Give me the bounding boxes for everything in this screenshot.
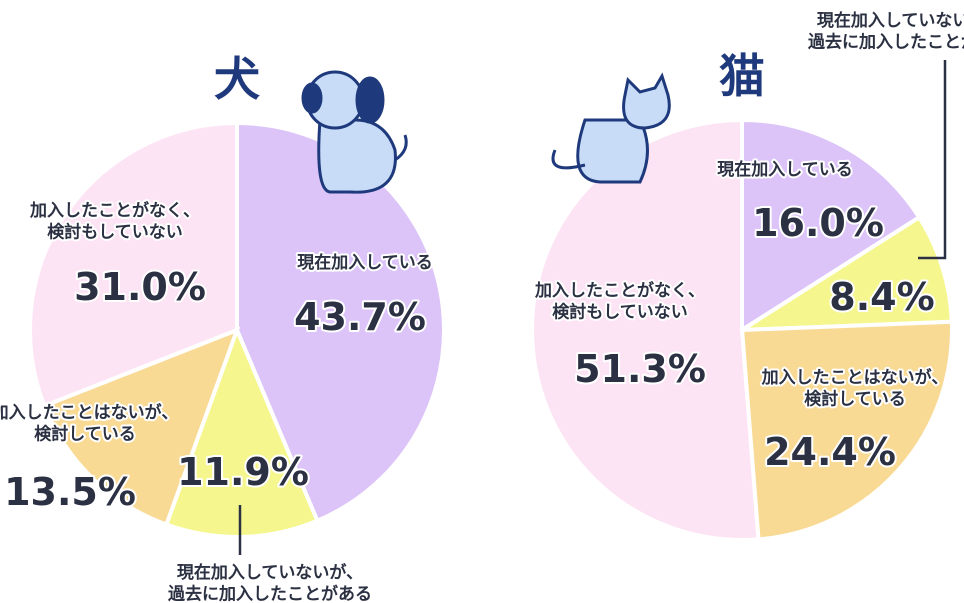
pie-slice [734,214,954,333]
value-label: 51.3% [574,347,706,391]
leader-line [918,60,947,260]
slice-label: 現在加入している [717,159,853,180]
value-label: 13.5% [4,470,136,514]
pie-slice [235,120,446,524]
slice-label: 現在加入していないが、過去に加入したことがある [168,562,372,603]
value-label: 8.4% [829,275,934,319]
slice-label: 加入したことはないが、検討している [0,402,178,444]
pie-slice [41,326,241,528]
dog-icon [301,70,408,194]
value-label: 16.0% [752,201,884,245]
slice-label: 加入したことはないが、検討している [761,367,949,409]
pie-slice [740,117,922,334]
pie-slice [739,319,954,542]
cat-icon [551,72,671,184]
chart-title: 犬 [214,52,260,106]
value-label: 11.9% [177,450,309,494]
slice-label: 現在加入している [297,252,433,273]
value-label: 24.4% [764,430,896,474]
chart-title: 猫 [719,49,765,103]
slice-label: 現在加入していないが、過去に加入したことがある [808,10,964,52]
value-label: 31.0% [74,265,206,309]
value-label: 43.7% [294,295,426,339]
pie-slice [530,117,761,542]
pies: 現在加入している 43.7% 現在加入していないが、過去に加入したことがある 11.9… [0,8,964,603]
slice-label: 加入したことがなく、検討もしていない [534,280,705,322]
pie-slice [28,120,239,409]
slice-label: 加入したことがなく、検討もしていない [29,200,200,242]
pie-slice [163,324,320,539]
